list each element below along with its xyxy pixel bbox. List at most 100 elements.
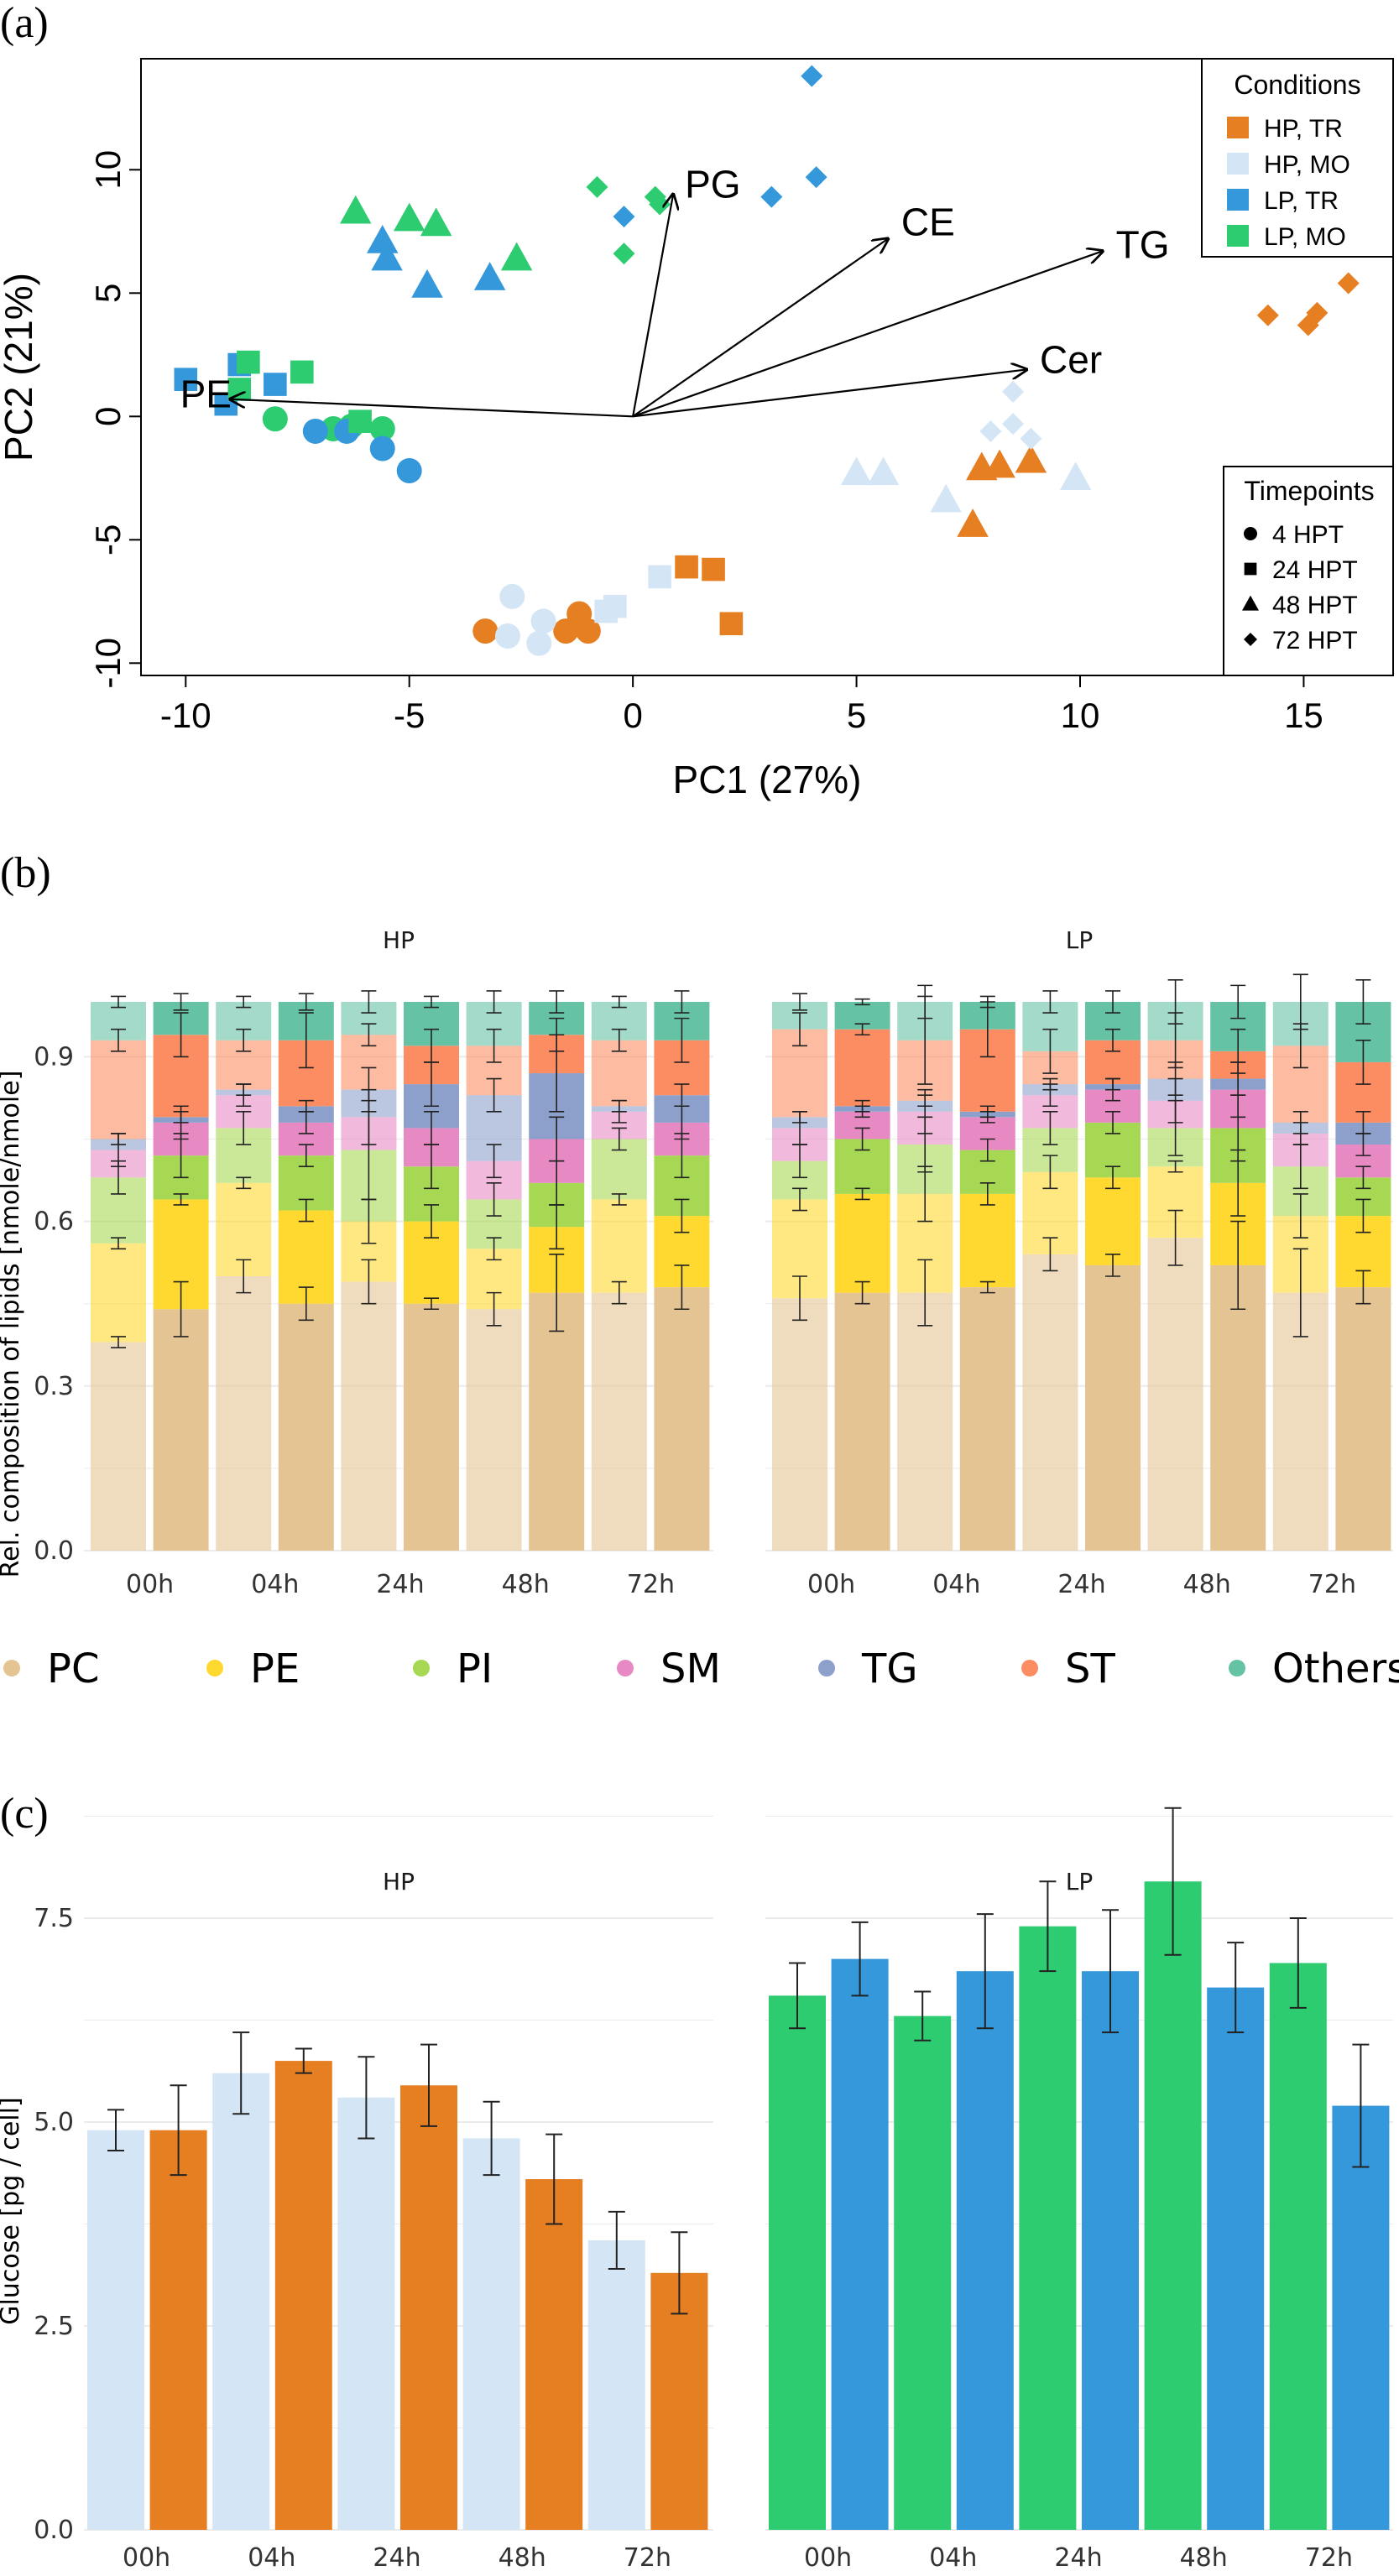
stack-segment-pc xyxy=(216,1276,272,1551)
x-axis-label: PC1 (27%) xyxy=(673,758,862,801)
glucose-bar xyxy=(525,2179,583,2530)
legend-timepoint-symbol xyxy=(1244,633,1257,646)
pca-point xyxy=(348,409,372,433)
pca-point xyxy=(1059,461,1092,491)
panel-a-label: (a) xyxy=(0,0,49,47)
pca-point xyxy=(262,406,288,432)
y-tick-label: -10 xyxy=(88,638,128,689)
plot-frame xyxy=(140,58,1394,676)
stack-segment-pc xyxy=(1210,1265,1266,1551)
pca-point xyxy=(1002,413,1025,435)
legend-swatch xyxy=(1229,1660,1245,1676)
glucose-bar xyxy=(1144,1881,1202,2530)
legend-timepoint-symbol xyxy=(1244,562,1257,576)
pca-point xyxy=(957,508,989,537)
loading-arrow-label: Cer xyxy=(1040,337,1102,381)
pca-point xyxy=(675,555,698,579)
loading-arrow-label: PG xyxy=(685,163,740,206)
pca-point xyxy=(930,483,962,513)
y-tick-label: -5 xyxy=(88,524,128,555)
pca-point xyxy=(1297,314,1319,336)
pca-point xyxy=(472,618,499,644)
stack-segment-pc xyxy=(91,1342,146,1551)
pca-point xyxy=(396,457,422,483)
legend-condition-label: LP, TR xyxy=(1264,187,1339,215)
glucose-bar xyxy=(956,1971,1014,2530)
x-tick-label: 04h xyxy=(251,1570,299,1599)
stack-segment-pc xyxy=(1022,1254,1078,1551)
legend-timepoint-symbol xyxy=(1244,527,1257,540)
legend-timepoint-label: 4 HPT xyxy=(1272,521,1344,549)
y-tick-label: 0.6 xyxy=(34,1207,74,1237)
pca-point xyxy=(369,416,395,441)
x-tick-label: 00h xyxy=(804,2543,852,2573)
legend-label: ST xyxy=(1065,1645,1115,1692)
panel-a-pca-biplot: (a) -10 -5 0 5 10 15 -10 -5 0 5 10 PC1 (27%) PC2 (21%… xyxy=(0,0,1394,801)
legend-label: PE xyxy=(250,1645,300,1692)
x-tick-label: 72h xyxy=(624,2543,671,2573)
loading-arrow xyxy=(632,251,1102,418)
legend-timepoints-title: Timepoints xyxy=(1244,476,1374,506)
x-tick-label: 72h xyxy=(1308,1570,1356,1599)
glucose-bar xyxy=(1019,1926,1077,2530)
stack-segment-pc xyxy=(834,1292,890,1551)
pca-point xyxy=(526,630,552,656)
y-tick-label: 0.0 xyxy=(34,2516,74,2545)
y-axis-label: PC2 (21%) xyxy=(0,273,40,461)
stack-segment-pc xyxy=(654,1287,710,1551)
stack-segment-pc xyxy=(341,1281,397,1551)
y-tick-label: 7.5 xyxy=(34,1904,74,1933)
legend-timepoint-label: 24 HPT xyxy=(1272,556,1358,584)
legend-swatch xyxy=(617,1660,634,1676)
pca-point xyxy=(553,618,579,644)
pca-point xyxy=(1020,427,1042,450)
pca-point xyxy=(237,350,260,374)
x-tick-label: 72h xyxy=(1305,2543,1353,2573)
x-tick-label: 00h xyxy=(123,2543,170,2573)
pca-point xyxy=(613,242,635,265)
pca-point xyxy=(500,242,533,271)
legend-swatch xyxy=(3,1660,20,1676)
legend-timepoint-symbol xyxy=(1242,595,1259,611)
pca-point xyxy=(530,608,556,634)
stack-segment-pe xyxy=(1085,1177,1141,1265)
legend-swatch xyxy=(818,1660,835,1676)
y-tick-label: 0 xyxy=(88,407,128,426)
x-tick-label: 48h xyxy=(1180,2543,1228,2573)
x-tick-label: 24h xyxy=(1057,1570,1105,1599)
x-tick-label: 48h xyxy=(502,1570,550,1599)
y-tick-label: 0.3 xyxy=(34,1372,74,1401)
stack-segment-pc xyxy=(529,1292,585,1551)
y-axis-label: Rel. composition of lipids [nmole/nmole] xyxy=(0,1071,25,1578)
x-tick-label: 5 xyxy=(847,696,866,735)
pca-point xyxy=(1256,304,1279,326)
x-tick-label: 00h xyxy=(807,1570,855,1599)
glucose-bar xyxy=(212,2073,270,2530)
glucose-bar xyxy=(149,2130,207,2530)
glucose-bar xyxy=(87,2130,144,2530)
pca-point xyxy=(340,195,372,224)
legend-swatch xyxy=(206,1660,223,1676)
x-tick-label: 04h xyxy=(929,2543,977,2573)
x-tick-label: 24h xyxy=(1054,2543,1102,2573)
loading-arrow xyxy=(632,239,888,418)
legend-timepoint-label: 48 HPT xyxy=(1272,592,1358,619)
x-tick-label: 72h xyxy=(627,1570,675,1599)
legend-swatch xyxy=(1021,1660,1038,1676)
pca-point xyxy=(290,360,314,384)
x-tick-label: 04h xyxy=(248,2543,295,2573)
stack-segment-pc xyxy=(897,1292,953,1551)
stack-segment-pe xyxy=(959,1193,1015,1288)
stack-segment-pc xyxy=(466,1309,522,1551)
glucose-bar xyxy=(274,2061,332,2530)
y-tick-label: 10 xyxy=(88,150,128,190)
legend-condition-label: HP, TR xyxy=(1264,115,1343,143)
y-tick-label: 0.0 xyxy=(34,1536,74,1566)
pca-point xyxy=(494,623,520,649)
stack-segment-pc xyxy=(1335,1287,1391,1551)
pca-point xyxy=(719,612,744,636)
pca-point xyxy=(840,456,873,486)
glucose-bar xyxy=(1082,1971,1139,2530)
x-tick-label: 10 xyxy=(1061,696,1100,735)
